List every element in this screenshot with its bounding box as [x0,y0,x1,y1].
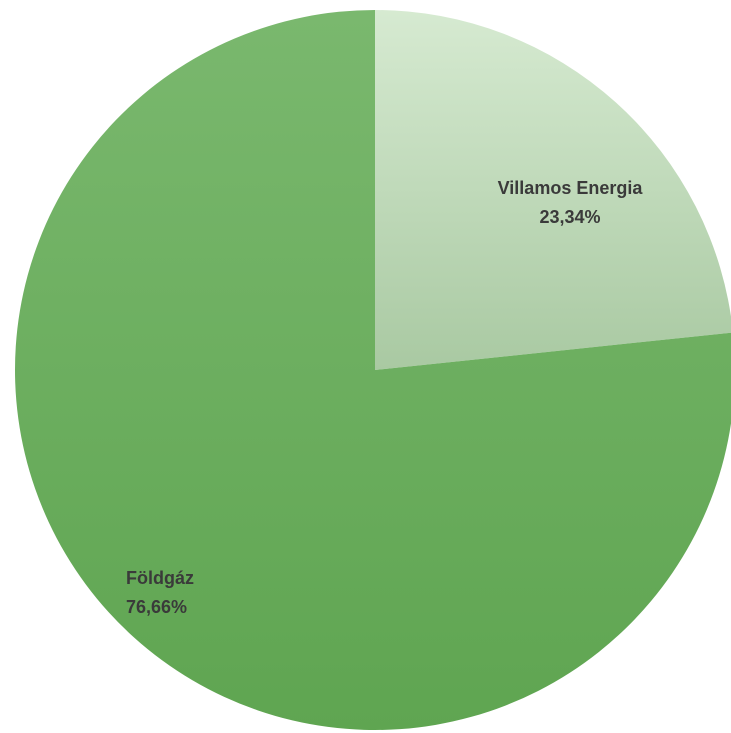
slice-label-foldgaz-value: 76,66% [126,597,187,617]
pie-slice-villamos-energia[interactable] [375,10,731,370]
slice-label-villamos-energia-name: Villamos Energia [498,178,644,198]
pie-slice-foldgaz[interactable] [15,10,731,730]
slice-label-foldgaz-name: Földgáz [126,568,194,588]
slice-label-villamos-energia-value: 23,34% [539,207,600,227]
pie-slices [15,10,731,730]
pie-data-labels: Villamos Energia 23,34% Földgáz 76,66% [126,178,643,617]
